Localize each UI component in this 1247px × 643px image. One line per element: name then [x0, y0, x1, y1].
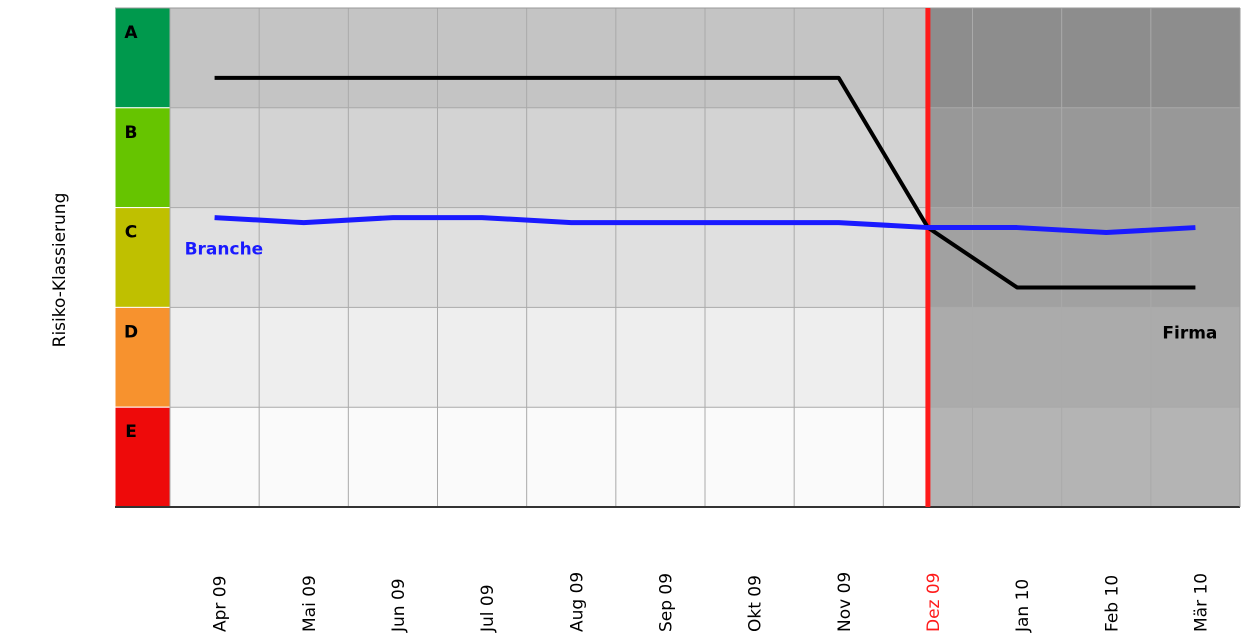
x-tick-label: Jan 10 — [1013, 579, 1033, 633]
y-axis-label: Risiko-Klassierung — [50, 193, 70, 348]
x-tick-label: Jul 09 — [478, 584, 498, 633]
band-label-box — [114, 7, 171, 109]
y-tick-label: A — [124, 23, 138, 43]
series-line — [214, 215, 1196, 236]
x-tick-label: Okt 09 — [746, 575, 766, 632]
band-label-box — [114, 306, 171, 408]
series-label: Firma — [1162, 323, 1217, 343]
band-label-box — [114, 406, 171, 508]
y-tick-label: D — [124, 322, 138, 342]
band-label-box — [114, 107, 171, 209]
x-tick-label: Sep 09 — [656, 573, 676, 632]
future-shade — [927, 8, 1240, 507]
band-label-box — [114, 207, 171, 308]
x-tick-label: Nov 09 — [835, 572, 855, 632]
x-tick-label: Mai 09 — [300, 575, 320, 632]
y-tick-label: B — [125, 123, 138, 143]
series-label: Branche — [185, 240, 264, 260]
x-tick-label: Apr 09 — [211, 576, 231, 632]
x-tick-label: Feb 10 — [1102, 575, 1122, 632]
x-tick-label: Dez 09 — [924, 572, 944, 632]
x-tick-label: Mär 10 — [1191, 573, 1211, 632]
y-tick-label: E — [125, 422, 137, 442]
y-tick-label: C — [125, 223, 137, 243]
x-tick-label: Jun 09 — [389, 578, 409, 633]
x-tick-label: Aug 09 — [567, 572, 587, 632]
series-line — [214, 75, 1196, 290]
